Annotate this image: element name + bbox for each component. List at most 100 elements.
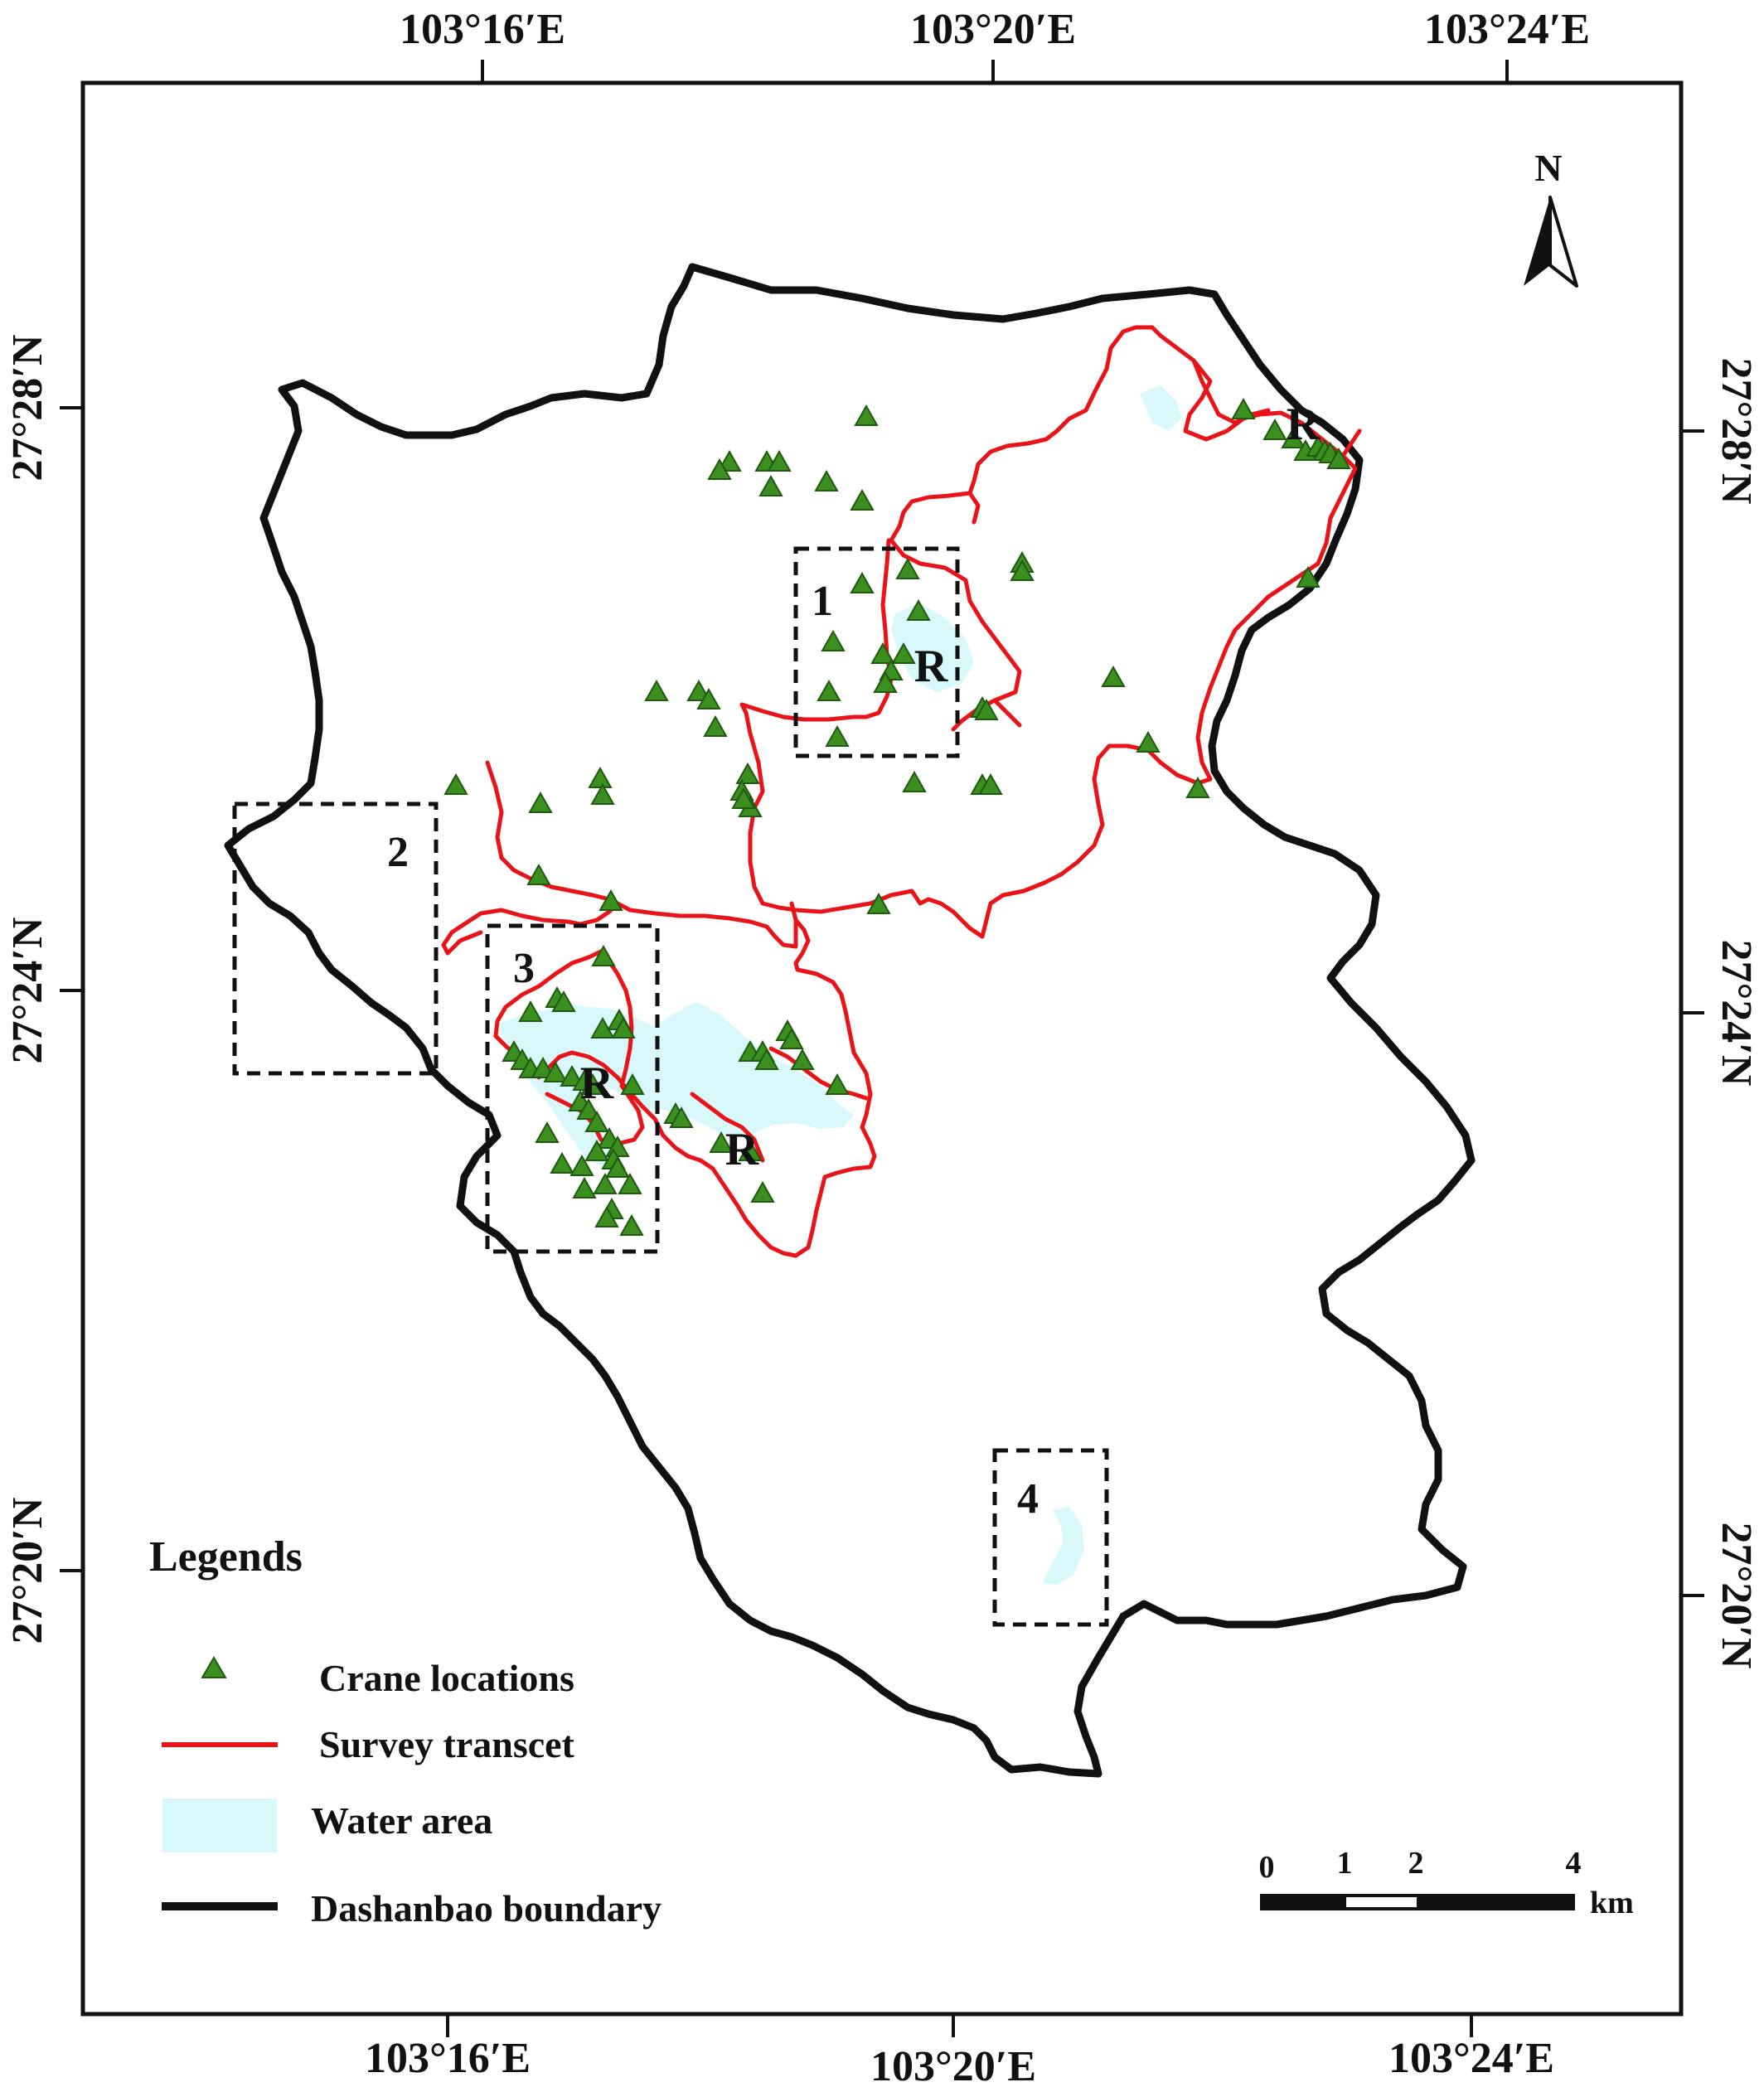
study-box-1 <box>793 546 960 758</box>
study-box-2 <box>232 801 439 1076</box>
box-label-4: 4 <box>1017 1475 1039 1523</box>
crane-location-marker <box>593 1172 618 1194</box>
crane-location-marker <box>644 679 669 701</box>
legend: Legends Crane locations Survey transcet … <box>149 1533 662 1930</box>
crane-location-marker <box>906 598 931 621</box>
crane-location-marker <box>817 679 841 701</box>
crane-location-marker <box>591 944 616 966</box>
crane-location-marker <box>569 1154 594 1176</box>
top-lon-label-3: 103°24′E <box>1424 6 1590 53</box>
crane-location-marker <box>870 642 895 664</box>
crane-location-marker <box>518 1000 543 1022</box>
crane-location-marker <box>866 892 891 914</box>
water-ne <box>1140 385 1181 431</box>
crane-location-marker <box>669 1106 694 1128</box>
crane-location-marker <box>686 679 711 701</box>
crane-location-marker <box>1281 426 1306 448</box>
transect-centre <box>615 901 798 949</box>
crane-location-marker <box>696 687 721 709</box>
crane-location-marker <box>895 557 920 579</box>
crane-location-marker <box>551 990 576 1012</box>
crane-location-marker <box>754 1048 779 1070</box>
legend-label-crane: Crane locations <box>319 1657 574 1699</box>
crane-location-marker <box>767 449 792 472</box>
scale-bar: 0 1 2 4 km <box>1259 1846 1634 1920</box>
crane-location-marker <box>821 629 846 651</box>
crane-location-marker <box>531 1056 555 1078</box>
crane-location-marker <box>717 449 742 472</box>
scale-tick-2: 2 <box>1408 1846 1424 1881</box>
survey-transects <box>441 325 1362 1258</box>
north-label: N <box>1534 147 1562 189</box>
bottom-ticks <box>446 2014 1473 2037</box>
crane-location-marker <box>707 458 732 480</box>
legend-label-boundary: Dashanbao boundary <box>311 1887 662 1930</box>
crane-locations <box>443 397 1351 1236</box>
legend-label-transect: Survey transcet <box>319 1723 575 1765</box>
crane-location-marker <box>758 474 783 496</box>
crane-location-marker <box>850 488 875 511</box>
bottom-lon-label-2: 103°20′E <box>870 2043 1036 2087</box>
crane-location-marker <box>611 1016 636 1039</box>
scale-tick-1: 1 <box>1337 1846 1353 1881</box>
crane-location-marker <box>735 762 760 784</box>
crane-location-marker <box>731 787 756 809</box>
crane-location-marker <box>594 1205 619 1228</box>
crane-location-marker <box>580 1073 605 1095</box>
study-box-4 <box>992 1448 1109 1627</box>
crane-location-marker <box>902 770 927 792</box>
scale-unit: km <box>1590 1886 1634 1920</box>
reservoir-label-box1: R <box>914 641 948 692</box>
crane-location-marker <box>543 1060 568 1082</box>
bottom-lon-label-1: 103°16′E <box>365 2035 531 2082</box>
north-arrow: N <box>1524 147 1578 288</box>
box-label-2: 2 <box>387 829 409 876</box>
crane-location-marker <box>550 1151 574 1174</box>
crane-location-marker <box>978 772 1003 795</box>
crane-location-marker <box>850 571 875 593</box>
reservoir-label-ne: R <box>1287 399 1321 450</box>
legend-label-water: Water area <box>311 1799 492 1842</box>
crane-location-marker <box>584 1110 609 1132</box>
crane-location-marker <box>584 1139 609 1161</box>
transect-reservoir-loop <box>493 918 877 1258</box>
crane-location-marker <box>1136 730 1161 753</box>
crane-location-marker <box>825 724 850 747</box>
crane-location-marker <box>619 1213 644 1236</box>
crane-location-marker <box>709 1131 734 1153</box>
transect-west <box>441 760 620 956</box>
crane-location-marker <box>576 1097 601 1120</box>
crane-location-marker <box>1296 565 1321 588</box>
crane-location-marker <box>750 1180 775 1203</box>
legend-title: Legends <box>149 1533 303 1581</box>
left-lat-label-3: 27°20′N <box>4 1498 51 1644</box>
reservoir-label-main: R <box>725 1124 759 1175</box>
bottom-lon-label-3: 103°24′E <box>1388 2035 1554 2082</box>
crane-location-marker <box>790 1048 815 1070</box>
crane-location-marker <box>1185 776 1210 798</box>
right-lat-label-2: 27°24′N <box>1713 940 1760 1087</box>
crane-location-marker <box>974 698 999 720</box>
left-lat-label-1: 27°28′N <box>4 335 51 482</box>
top-lon-label-2: 103°20′E <box>910 6 1076 53</box>
crane-location-marker <box>618 1172 642 1194</box>
crane-location-marker <box>1101 665 1126 687</box>
box-label-1: 1 <box>812 578 833 625</box>
crane-location-marker <box>588 766 613 788</box>
right-ticks <box>1681 429 1704 1597</box>
crane-location-marker <box>1010 559 1035 581</box>
crane-location-marker <box>572 1176 597 1198</box>
north-arrow-icon <box>1524 197 1550 286</box>
crane-location-marker <box>620 1073 645 1095</box>
water-box4 <box>1043 1507 1084 1585</box>
water-box1 <box>891 603 974 692</box>
crane-location-marker <box>703 714 728 737</box>
crane-location-marker <box>873 671 898 693</box>
left-lat-label-2: 27°24′N <box>4 918 51 1064</box>
map-frame <box>80 80 1684 2017</box>
crane-location-marker <box>605 1155 630 1178</box>
crane-location-marker <box>598 889 623 911</box>
crane-location-marker <box>854 404 879 426</box>
crane-location-marker <box>1262 418 1287 440</box>
